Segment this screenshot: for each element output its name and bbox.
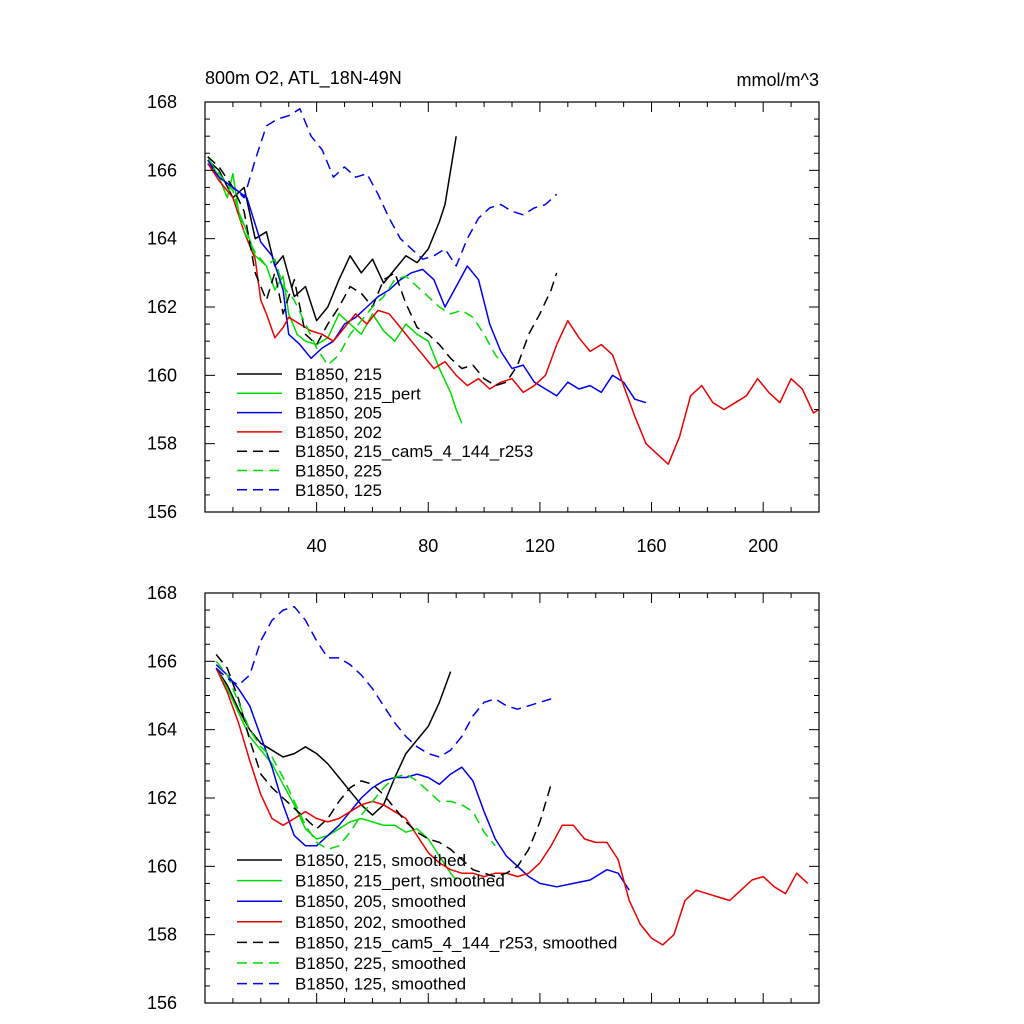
legend-label: B1850, 225 — [295, 462, 382, 481]
legend-label: B1850, 205 — [295, 404, 382, 423]
series-line — [215, 654, 552, 878]
legend-label: B1850, 215 — [295, 365, 382, 384]
series-line — [207, 136, 457, 322]
y-tick-label: 166 — [147, 160, 177, 180]
series-line — [215, 667, 457, 881]
series-line — [215, 660, 496, 851]
top-panel: 156 158 160 162 164 166 168 40 80 120 160 200 B1850,… — [147, 92, 820, 556]
chart-title: 800m O2, ATL_18N-49N — [205, 68, 402, 89]
y-tick-label: 156 — [147, 502, 177, 522]
series-line — [215, 667, 809, 946]
series-line — [207, 159, 502, 366]
x-tick-label: 160 — [637, 536, 667, 556]
legend-label: B1850, 205, smoothed — [295, 892, 466, 911]
legend-label: B1850, 215_cam5_4_144_r253 — [295, 442, 533, 461]
legend-label: B1850, 225, smoothed — [295, 954, 466, 973]
series-line — [207, 108, 558, 267]
legend-label: B1850, 202, smoothed — [295, 913, 466, 932]
legend-label: B1850, 125 — [295, 481, 382, 500]
series-line — [207, 156, 463, 424]
y-tick-label: 166 — [147, 651, 177, 671]
y-tick-label: 164 — [147, 720, 177, 740]
y-tick-label: 158 — [147, 434, 177, 454]
series-line — [207, 163, 820, 465]
legend-label: B1850, 215, smoothed — [295, 851, 466, 870]
series-line — [207, 163, 647, 404]
series-line — [215, 605, 552, 758]
y-tick-label: 160 — [147, 856, 177, 876]
chart-units: mmol/m^3 — [737, 70, 819, 90]
y-tick-label: 168 — [147, 92, 177, 112]
legend-label: B1850, 215_cam5_4_144_r253, smoothed — [295, 933, 617, 952]
series-line — [215, 667, 452, 816]
y-tick-label: 162 — [147, 788, 177, 808]
x-tick-label: 120 — [525, 536, 555, 556]
y-tick-label: 162 — [147, 297, 177, 317]
legend-label: B1850, 202 — [295, 423, 382, 442]
x-tick-label: 200 — [748, 536, 778, 556]
x-tick-label: 80 — [418, 536, 438, 556]
y-tick-label: 160 — [147, 365, 177, 385]
series-line — [207, 156, 558, 387]
bottom-panel: 156 158 160 162 164 166 168 B1850, 215, smoothe… — [147, 583, 820, 1013]
x-tick-label: 40 — [307, 536, 327, 556]
legend-label: B1850, 215_pert, smoothed — [295, 872, 505, 891]
y-tick-label: 158 — [147, 925, 177, 945]
series-line — [215, 664, 630, 891]
y-tick-label: 156 — [147, 993, 177, 1013]
legend-label: B1850, 215_pert — [295, 384, 421, 403]
y-tick-label: 164 — [147, 229, 177, 249]
y-tick-label: 168 — [147, 583, 177, 603]
legend-label: B1850, 125, smoothed — [295, 975, 466, 994]
